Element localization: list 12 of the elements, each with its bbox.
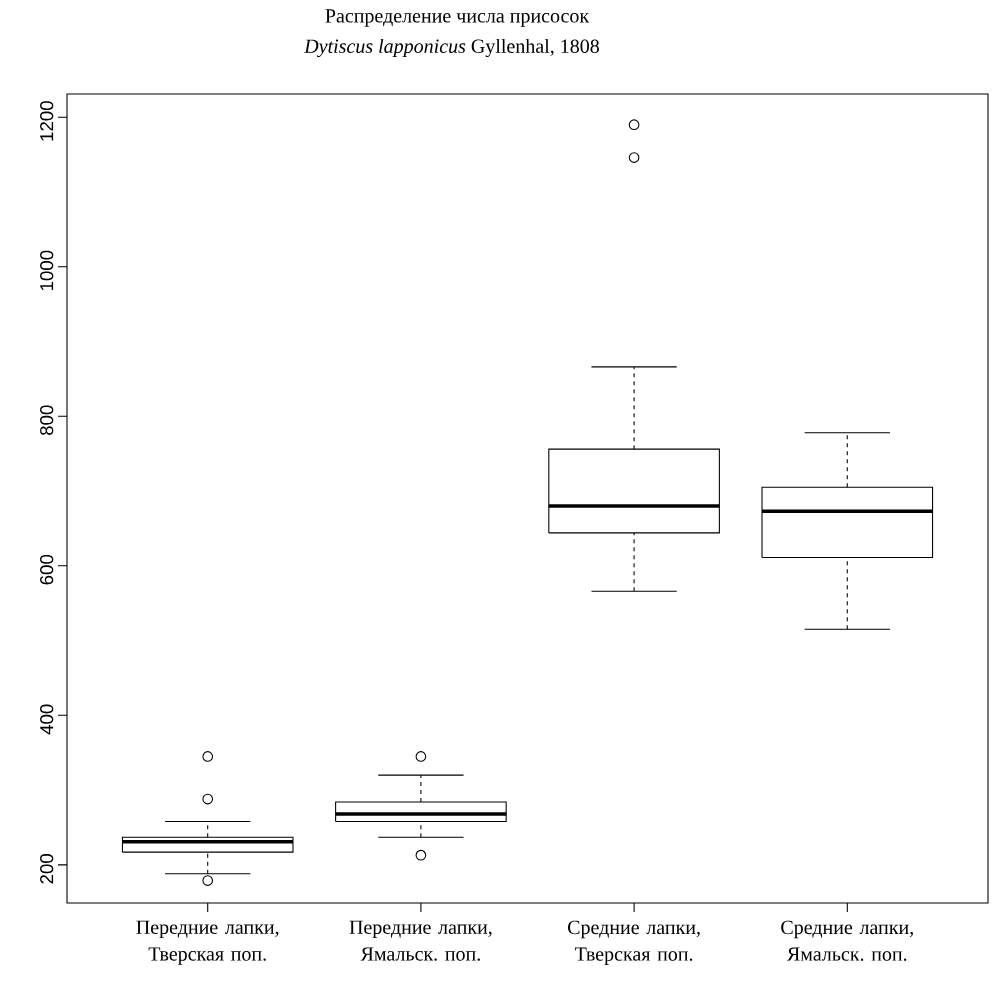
- y-tick-label: 1200: [40, 101, 54, 141]
- chart-subtitle: Dytiscus lapponicus Gyllenhal, 1808: [304, 38, 599, 58]
- x-tick-label: Передние лапки, Ямальск. поп.: [349, 920, 492, 961]
- x-tick-label: Средние лапки, Тверская поп.: [568, 920, 700, 965]
- y-tick-label: 400: [40, 704, 54, 735]
- x-tick-label: Передние лапки, Тверская поп.: [136, 920, 279, 965]
- y-tick-label: 200: [40, 854, 54, 884]
- chart-title: Распределение числа присосок: [325, 9, 590, 27]
- x-tick-label: Средние лапки, Ямальск. поп.: [781, 920, 913, 961]
- y-tick-label: 1000: [40, 250, 54, 291]
- y-tick-label: 600: [40, 554, 54, 585]
- y-tick-label: 800: [40, 405, 54, 436]
